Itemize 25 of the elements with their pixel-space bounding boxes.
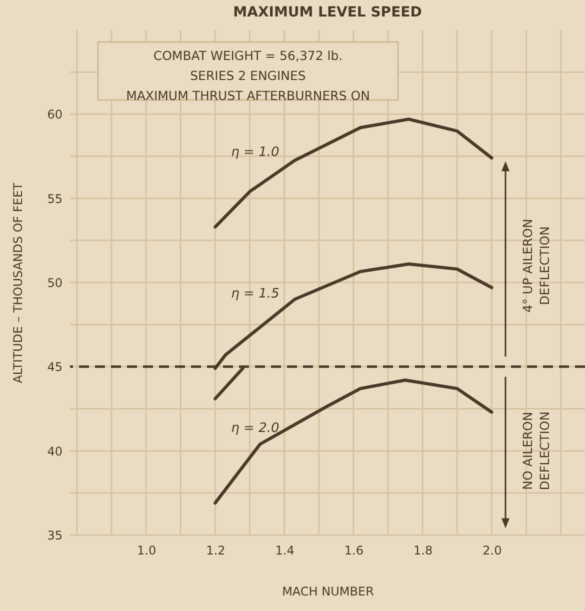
annotation: SERIES 2 ENGINES xyxy=(190,68,306,83)
annotation: MAXIMUM THRUST AFTERBURNERS ON xyxy=(126,88,370,103)
annotation: NO AILERON DEFLECTION xyxy=(520,411,552,490)
line-series xyxy=(214,118,494,229)
line-series xyxy=(214,378,494,505)
y-tick-label: 55 xyxy=(47,192,62,206)
y-axis-title: ALTITUDE – THOUSANDS OF FEET xyxy=(11,182,26,384)
series-label: η = 1.0 xyxy=(231,144,280,160)
x-tick-label: 2.0 xyxy=(482,544,502,558)
x-tick-label: 1.8 xyxy=(414,544,433,558)
x-axis-title: MACH NUMBER xyxy=(282,584,374,598)
y-tick-label: 45 xyxy=(47,360,62,374)
series-label: η = 2.0 xyxy=(231,421,280,436)
annotation: 4° UP AILERON DEFLECTION xyxy=(520,218,552,313)
x-tick-label: 1.6 xyxy=(344,544,364,558)
y-tick-label: 60 xyxy=(47,108,62,122)
y-tick-label: 50 xyxy=(47,276,62,290)
x-tick-label: 1.0 xyxy=(136,544,156,558)
y-tick-label: 35 xyxy=(47,528,62,542)
x-tick-label: 1.2 xyxy=(206,544,226,558)
x-tick-label: 1.4 xyxy=(275,544,294,558)
y-tick-label: 40 xyxy=(47,444,62,458)
annotation: COMBAT WEIGHT = 56,372 lb. xyxy=(153,48,343,63)
chart-title: MAXIMUM LEVEL SPEED xyxy=(233,4,422,20)
series-label: η = 1.5 xyxy=(231,286,280,302)
